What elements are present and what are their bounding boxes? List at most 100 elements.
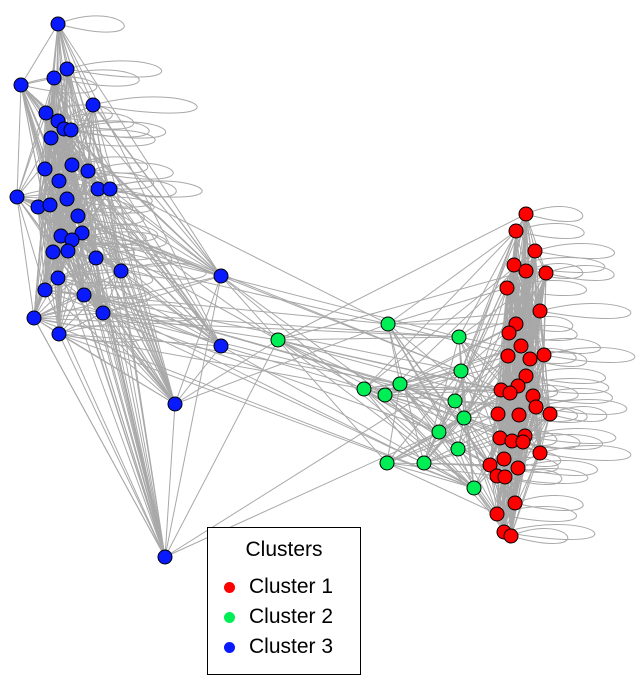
self-loop — [511, 433, 581, 449]
self-loop — [71, 231, 167, 249]
self-loop — [77, 207, 145, 225]
edge — [164, 370, 462, 558]
cluster-1-node — [507, 495, 523, 511]
cluster-1-node — [518, 368, 534, 384]
edge — [66, 68, 176, 405]
edge — [164, 403, 176, 558]
self-loop — [503, 451, 562, 467]
self-loop — [503, 524, 596, 540]
edge — [454, 355, 509, 402]
cluster-1-node — [508, 223, 524, 239]
edge — [384, 394, 459, 450]
self-loop — [506, 280, 587, 296]
self-loop — [95, 249, 173, 267]
cluster-3-node — [88, 250, 104, 266]
legend-label-cluster-3: Cluster 3 — [249, 635, 334, 658]
edge — [174, 339, 279, 405]
self-loop — [525, 368, 606, 384]
edge — [20, 23, 59, 86]
edge — [16, 112, 47, 198]
self-loop — [102, 304, 198, 322]
cluster-1-node — [502, 385, 518, 401]
cluster-2-node — [416, 455, 432, 471]
self-loop — [507, 348, 577, 364]
edge — [504, 476, 512, 537]
edge — [83, 294, 166, 558]
edge — [386, 462, 498, 515]
edge — [45, 68, 68, 114]
self-loop — [97, 180, 203, 198]
edge — [58, 333, 365, 390]
edge — [220, 275, 460, 338]
edge — [33, 317, 475, 489]
edge — [363, 230, 517, 390]
edge — [423, 345, 522, 464]
self-loops-layer — [16, 15, 636, 544]
edge — [57, 23, 222, 347]
edge — [423, 213, 527, 464]
edge — [454, 310, 541, 402]
legend-label-cluster-1: Cluster 1 — [249, 575, 334, 598]
legend-item-cluster-1: Cluster 1 — [224, 574, 333, 600]
edge — [463, 417, 505, 460]
legend-item-cluster-2: Cluster 2 — [224, 604, 333, 630]
cluster-3-node — [95, 305, 111, 321]
cluster-3-node — [102, 181, 118, 197]
legend-marker-cluster-1 — [224, 581, 235, 593]
cluster-1-node — [500, 348, 516, 364]
edge — [387, 323, 425, 464]
cluster-2-node — [392, 376, 408, 392]
cluster-2-node — [450, 441, 466, 457]
cluster-1-node — [501, 325, 517, 341]
legend: Clusters Cluster 1 Cluster 2 Cluster 3 — [207, 527, 361, 675]
self-loop — [120, 262, 207, 280]
edge — [16, 196, 68, 200]
edge — [49, 204, 54, 253]
cluster-2-node — [356, 381, 372, 397]
edge — [386, 383, 401, 464]
edge — [71, 239, 222, 277]
legend-title: Clusters — [245, 538, 323, 561]
cluster-3-node — [38, 105, 54, 121]
self-loop — [509, 385, 579, 401]
edge — [363, 250, 536, 390]
edge — [44, 289, 389, 325]
cluster-1-node — [518, 206, 534, 222]
edge — [57, 277, 176, 405]
self-loop — [524, 428, 617, 444]
edge — [97, 188, 166, 558]
self-loop — [50, 129, 156, 147]
edge — [58, 333, 166, 558]
cluster-2-node — [380, 316, 396, 332]
edge — [67, 250, 104, 314]
edge — [60, 235, 166, 558]
cluster-3-node — [50, 270, 66, 286]
edge — [63, 128, 222, 277]
cluster-1-node — [515, 434, 531, 450]
cluster-1-node — [532, 445, 548, 461]
cluster-2-node — [377, 387, 393, 403]
edge — [458, 310, 541, 338]
self-loop — [57, 15, 125, 33]
self-loop — [497, 406, 578, 422]
edge — [164, 339, 279, 558]
edge — [16, 77, 55, 198]
cluster-3-node — [42, 197, 58, 213]
self-loop — [504, 469, 563, 485]
cluster-3-node — [60, 243, 76, 259]
edge — [386, 414, 520, 464]
self-loop — [496, 506, 577, 522]
self-loop — [71, 156, 149, 174]
nodes-layer — [9, 16, 558, 565]
cluster-3-node — [50, 16, 66, 32]
cluster-1-node — [542, 406, 558, 422]
edge — [174, 345, 222, 405]
cluster-3-node — [43, 130, 59, 146]
edge — [164, 275, 222, 558]
edge — [387, 287, 508, 325]
edge — [220, 345, 465, 419]
edge — [33, 294, 85, 319]
cluster-1-node — [510, 460, 526, 476]
edge — [363, 388, 440, 433]
cluster-1-node — [503, 528, 519, 544]
